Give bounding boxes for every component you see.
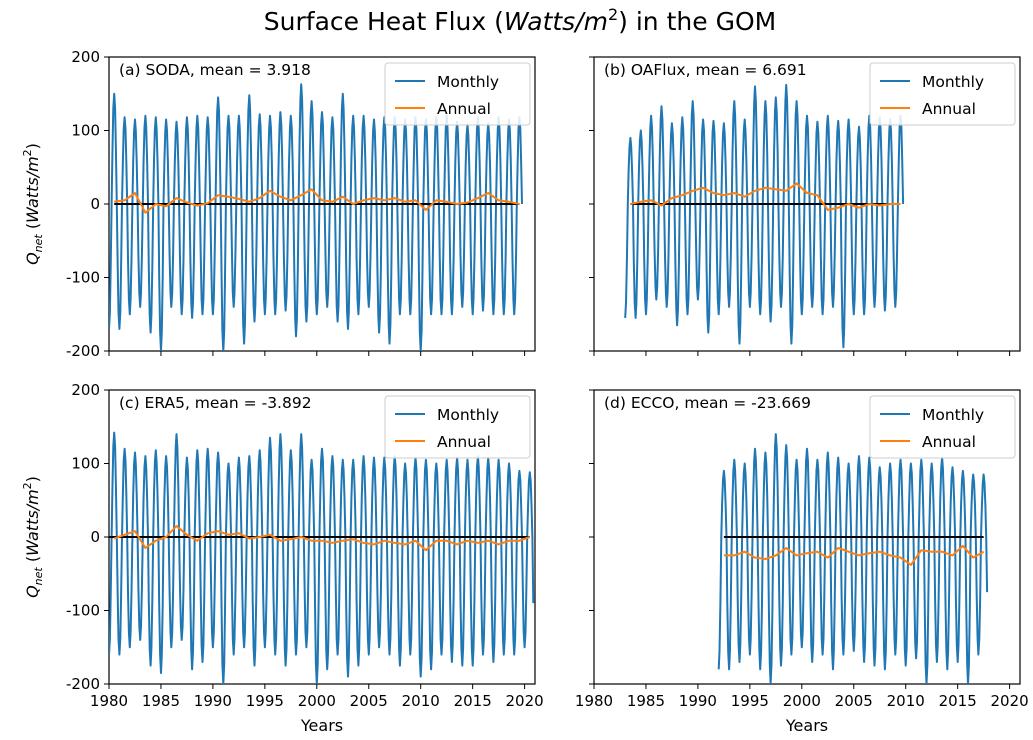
x-tick-label: 2000: [298, 692, 336, 710]
legend: Monthly Annual: [869, 395, 1016, 459]
legend: Monthly Annual: [384, 62, 531, 126]
annual-series-line: [114, 188, 520, 214]
legend-label: Monthly: [922, 73, 984, 91]
y-tick-label: 200: [71, 381, 100, 399]
y-tick-label: -100: [66, 602, 100, 620]
x-tick-label: 1980: [90, 692, 128, 710]
legend-label: Annual: [437, 100, 491, 118]
x-tick-label: 1995: [731, 692, 769, 710]
panel-d: 1980 1985 1990 1995 2000 2005 2010 2015 2020 (d)…: [575, 389, 1029, 735]
x-tick-label: 1990: [679, 692, 717, 710]
x-tick-label: 1990: [194, 692, 232, 710]
y-tick-label: 100: [71, 122, 100, 140]
legend-box: [869, 395, 1016, 459]
x-tick-label: 2000: [783, 692, 821, 710]
legend-box: [869, 62, 1016, 126]
x-tick-label: 2010: [402, 692, 440, 710]
x-tick-label: 2015: [939, 692, 977, 710]
x-tick-label: 1980: [575, 692, 613, 710]
x-tick-label: 2015: [454, 692, 492, 710]
x-tick-label: 2020: [991, 692, 1029, 710]
x-axis-label: Years: [785, 716, 828, 735]
annual-series-line: [113, 525, 531, 552]
panel-title: (d) ECCO, mean = -23.669: [604, 394, 811, 412]
legend: Monthly Annual: [384, 395, 531, 459]
legend-label: Monthly: [437, 73, 499, 91]
y-tick-label: -200: [66, 675, 100, 693]
x-axis-label: Years: [300, 716, 343, 735]
x-tick-label: 2005: [835, 692, 873, 710]
monthly-series-line: [624, 83, 905, 349]
legend: Monthly Annual: [869, 62, 1016, 126]
y-axis-label: Qnet (Watts/m2): [21, 476, 45, 598]
figure-title: Surface Heat Flux (Watts/m2) in the GOM: [264, 5, 776, 36]
y-tick-label: 200: [71, 48, 100, 66]
legend-box: [384, 62, 531, 126]
panel-title: (a) SODA, mean = 3.918: [119, 61, 311, 79]
monthly-series-line: [109, 431, 535, 684]
legend-label: Annual: [437, 433, 491, 451]
x-tick-label: 1995: [246, 692, 284, 710]
panel-a: -200 -100 0 100 200 (a) SODA, mean = 3.918 M…: [21, 48, 536, 360]
legend-label: Monthly: [437, 406, 499, 424]
monthly-series-line: [717, 433, 989, 684]
y-tick-label: 0: [90, 528, 100, 546]
x-tick-label: 2020: [506, 692, 544, 710]
panel-title: (c) ERA5, mean = -3.892: [119, 394, 312, 412]
legend-box: [384, 395, 531, 459]
panel-b: (b) OAFlux, mean = 6.691 Monthly Annual: [589, 56, 1021, 356]
annual-series-line: [630, 182, 901, 211]
panel-title: (b) OAFlux, mean = 6.691: [604, 61, 807, 79]
x-tick-label: 1985: [142, 692, 180, 710]
panel-c: 1980 1985 1990 1995 2000 2005 2010 2015 2020-200…: [21, 381, 544, 735]
x-tick-label: 1985: [627, 692, 665, 710]
y-tick-label: 0: [90, 195, 100, 213]
monthly-series-line: [109, 83, 523, 351]
legend-label: Annual: [922, 100, 976, 118]
y-tick-label: 100: [71, 455, 100, 473]
legend-label: Annual: [922, 433, 976, 451]
y-tick-label: -200: [66, 342, 100, 360]
annual-series-line: [723, 544, 985, 566]
x-tick-label: 2010: [887, 692, 925, 710]
x-tick-label: 2005: [350, 692, 388, 710]
y-axis-label: Qnet (Watts/m2): [21, 143, 45, 265]
legend-label: Monthly: [922, 406, 984, 424]
y-tick-label: -100: [66, 269, 100, 287]
